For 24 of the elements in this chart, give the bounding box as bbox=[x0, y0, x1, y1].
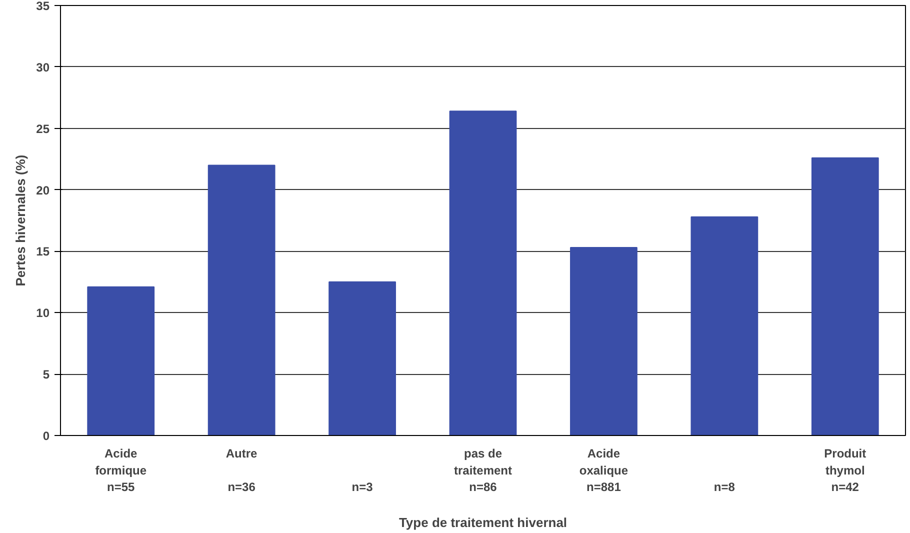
bar bbox=[690, 216, 758, 436]
x-tick-label: pas de traitement n=86 bbox=[454, 446, 512, 494]
x-tick-label: Produit thymol n=42 bbox=[824, 446, 866, 494]
bar bbox=[449, 110, 517, 436]
bar bbox=[87, 286, 155, 436]
category-label: Autre n=36 bbox=[226, 446, 258, 494]
x-axis-title: Type de traitement hivernal bbox=[398, 515, 568, 530]
x-tick-label: Acide oxalique n=881 bbox=[579, 446, 628, 494]
bar bbox=[570, 247, 638, 436]
y-tick-label: 5 bbox=[42, 368, 50, 382]
y-tick-label: 15 bbox=[36, 244, 50, 259]
y-axis-title: Pertes hivernales (%) bbox=[13, 154, 28, 286]
x-tick-label: n=3 bbox=[352, 480, 374, 494]
y-tick-label: 25 bbox=[36, 122, 50, 136]
x-tick-label: Acide formique n=55 bbox=[95, 446, 147, 494]
x-tick-label: n=8 bbox=[714, 480, 736, 494]
bar bbox=[811, 157, 879, 436]
y-tick-label: 0 bbox=[42, 429, 50, 443]
bar bbox=[208, 164, 276, 436]
y-tick-label: 35 bbox=[36, 0, 50, 13]
bar bbox=[328, 281, 396, 436]
y-tick-label: 30 bbox=[36, 60, 50, 74]
y-tick-label: 10 bbox=[36, 306, 50, 320]
y-tick-label: 20 bbox=[36, 183, 50, 198]
